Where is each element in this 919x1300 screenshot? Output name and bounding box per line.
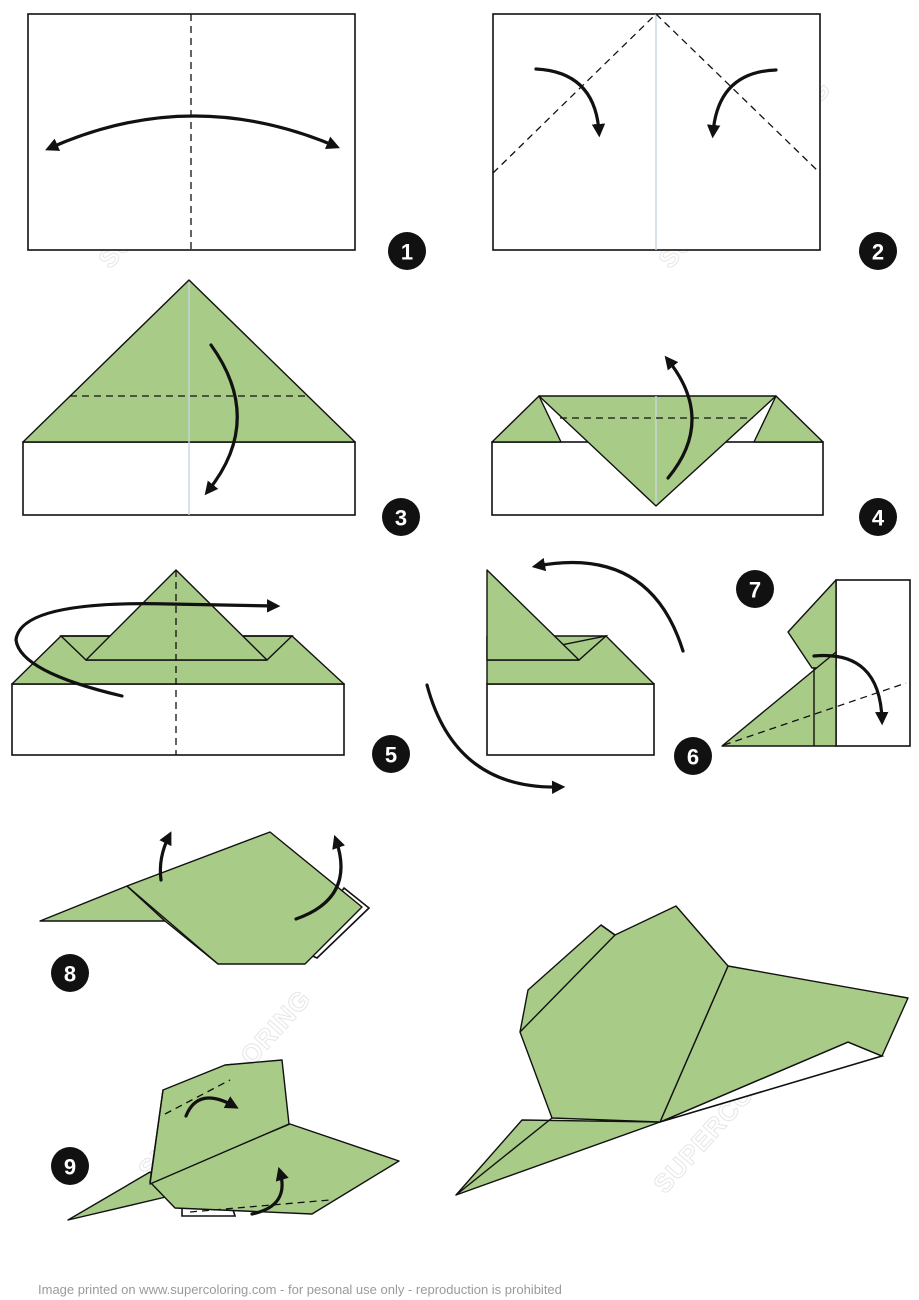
rotate-arrow-bottom — [425, 683, 566, 794]
finished-plane-illustration — [455, 905, 909, 1196]
step-badge-6: 6 — [674, 737, 712, 775]
rotated-flap — [787, 579, 837, 669]
step-8-illustration — [39, 831, 371, 965]
step-number: 5 — [385, 743, 397, 768]
corner-fold-line-left — [492, 13, 657, 174]
paper-sheet — [27, 13, 356, 251]
half-triangle — [486, 569, 580, 661]
corner-fold-line-right — [655, 13, 821, 174]
step-number: 1 — [401, 240, 413, 265]
step-badge-7: 7 — [736, 570, 774, 608]
plane-fuselage — [519, 905, 729, 1123]
body-crease — [149, 1089, 164, 1183]
plane-left-wing — [455, 1119, 661, 1196]
step-9-illustration — [67, 1059, 400, 1221]
fold-down-arrow — [204, 343, 239, 496]
step-4-illustration — [491, 355, 824, 516]
step-badge-4: 4 — [859, 498, 897, 536]
step-7-illustration — [721, 579, 911, 747]
paper-sheet — [486, 683, 655, 756]
fold-arrow-top — [184, 1096, 239, 1118]
fold-arrow-right — [706, 68, 778, 139]
step-number: 8 — [64, 962, 76, 987]
folded-flap-left — [491, 395, 562, 443]
fold-line-top — [164, 1079, 231, 1115]
step-badge-9: 9 — [51, 1147, 89, 1185]
step-number: 6 — [687, 745, 699, 770]
fold-back-arrow — [14, 599, 281, 698]
step-badge-2: 2 — [859, 232, 897, 270]
step-3-illustration — [22, 279, 356, 516]
step-5-illustration — [11, 569, 345, 756]
step-1-illustration — [27, 13, 356, 251]
folded-triangle-down — [538, 395, 777, 507]
rotate-arrow-top — [531, 557, 685, 653]
folded-flap-right — [753, 395, 824, 443]
plane-body — [126, 831, 363, 965]
step-badge-5: 5 — [372, 735, 410, 773]
step-badge-8: 8 — [51, 954, 89, 992]
step-2-illustration — [492, 13, 821, 251]
fuselage-crease — [519, 934, 616, 1033]
step-badge-3: 3 — [382, 498, 420, 536]
fold-arrow-bottom — [250, 1166, 289, 1216]
paper-sheet — [11, 683, 345, 756]
copyright-footer: Image printed on www.supercoloring.com -… — [38, 1282, 562, 1297]
fold-wing-arrow-right — [294, 834, 345, 921]
diagonal-fold-line — [723, 682, 907, 746]
step-number: 7 — [749, 578, 761, 603]
wing-crease — [455, 1117, 553, 1196]
fold-unfold-arrow — [45, 114, 340, 151]
paper-sheet — [835, 579, 911, 747]
step-6-illustration — [425, 557, 685, 794]
fold-wing-arrow-left — [158, 831, 172, 882]
step-badge-1: 1 — [388, 232, 426, 270]
fold-arrow-left — [534, 67, 606, 138]
fold-arrow — [812, 653, 889, 726]
step-number: 4 — [872, 506, 885, 531]
step-number: 3 — [395, 506, 407, 531]
step-number: 2 — [872, 240, 884, 265]
fold-up-arrow — [664, 355, 694, 480]
fuselage-crease — [600, 924, 616, 936]
step-number: 9 — [64, 1155, 76, 1180]
body-crease — [126, 885, 219, 965]
rotated-triangle — [721, 651, 837, 747]
